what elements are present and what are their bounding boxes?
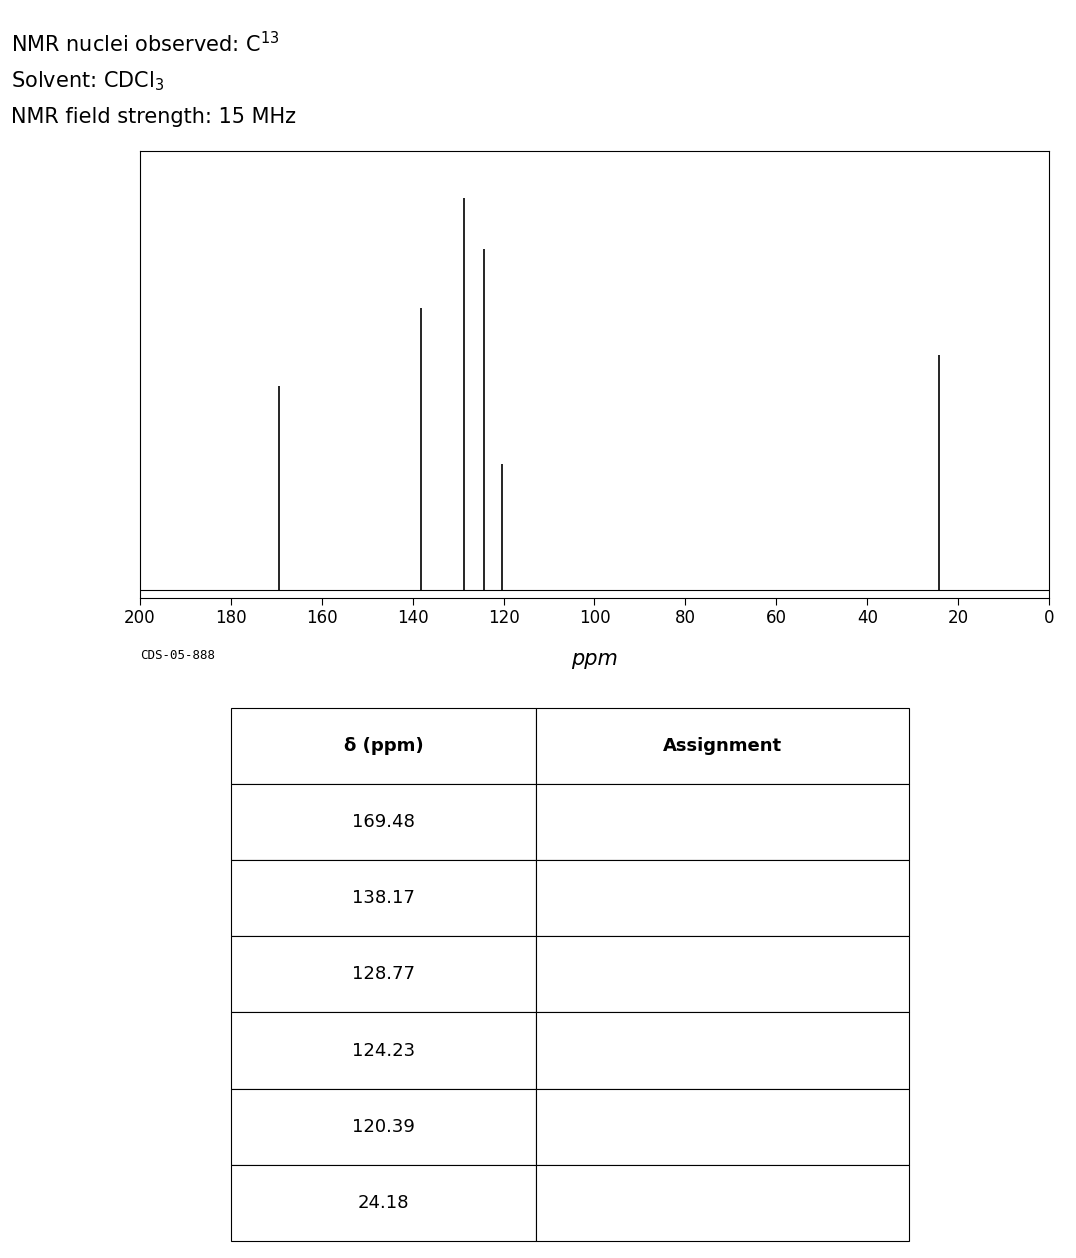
Bar bbox=[537, 1088, 909, 1165]
Bar bbox=[537, 784, 909, 860]
Text: 124.23: 124.23 bbox=[352, 1042, 415, 1059]
Text: 138.17: 138.17 bbox=[353, 889, 415, 907]
Bar bbox=[231, 1013, 537, 1088]
Text: ppm: ppm bbox=[571, 649, 618, 669]
Text: NMR nuclei observed: C$^{13}$: NMR nuclei observed: C$^{13}$ bbox=[11, 31, 279, 57]
Bar bbox=[231, 1088, 537, 1165]
Bar bbox=[537, 936, 909, 1013]
Text: NMR field strength: 15 MHz: NMR field strength: 15 MHz bbox=[11, 107, 296, 127]
Bar bbox=[537, 860, 909, 936]
Bar bbox=[231, 936, 537, 1013]
Text: CDS-05-888: CDS-05-888 bbox=[140, 649, 215, 662]
Bar bbox=[231, 860, 537, 936]
Text: Solvent: CDCl$_3$: Solvent: CDCl$_3$ bbox=[11, 69, 165, 93]
Bar bbox=[231, 1165, 537, 1240]
Bar bbox=[231, 784, 537, 860]
Text: δ (ppm): δ (ppm) bbox=[344, 737, 424, 755]
Bar bbox=[537, 1013, 909, 1088]
Text: 24.18: 24.18 bbox=[358, 1194, 410, 1211]
Bar bbox=[537, 708, 909, 784]
Bar bbox=[537, 1165, 909, 1240]
Text: 169.48: 169.48 bbox=[353, 814, 415, 832]
Bar bbox=[231, 708, 537, 784]
Text: 128.77: 128.77 bbox=[352, 965, 415, 984]
Text: 120.39: 120.39 bbox=[353, 1117, 415, 1136]
Text: Assignment: Assignment bbox=[663, 737, 782, 755]
